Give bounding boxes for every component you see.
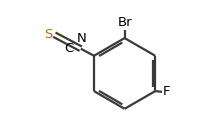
Text: Br: Br xyxy=(117,16,132,29)
Text: F: F xyxy=(163,85,170,98)
Text: N: N xyxy=(77,32,86,45)
Text: C: C xyxy=(64,42,73,55)
Text: S: S xyxy=(44,27,52,41)
